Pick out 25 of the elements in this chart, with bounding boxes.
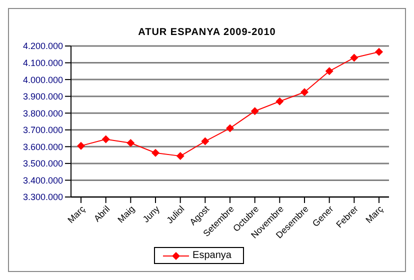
- point: [250, 107, 259, 116]
- y-tick-label: 4.000.000: [22, 74, 63, 85]
- y-tick-label: 4.100.000: [22, 58, 63, 68]
- y-tick-label: 3.500.000: [22, 158, 63, 169]
- y-tick-label: 3.800.000: [22, 108, 63, 118]
- y-tick-label: 3.600.000: [22, 142, 63, 152]
- point: [77, 142, 85, 150]
- y-tick-label: 3.400.000: [22, 175, 63, 186]
- point: [300, 88, 308, 96]
- y-tick-label: 3.300.000: [22, 192, 63, 202]
- point: [126, 138, 135, 147]
- point: [350, 54, 358, 62]
- legend-label: Espanya: [192, 250, 232, 261]
- point: [276, 97, 284, 106]
- point: [325, 67, 334, 76]
- chart-title: ATUR ESPANYA 2009-2010: [137, 27, 277, 38]
- point: [201, 137, 210, 146]
- point: [176, 152, 184, 160]
- y-tick-label: 3.900.000: [22, 92, 63, 102]
- point: [226, 124, 234, 132]
- point: [375, 48, 383, 56]
- y-tick-label: 3.700.000: [22, 125, 63, 136]
- point: [152, 148, 160, 157]
- y-tick-label: 4.200.000: [22, 41, 63, 52]
- point: [102, 135, 110, 144]
